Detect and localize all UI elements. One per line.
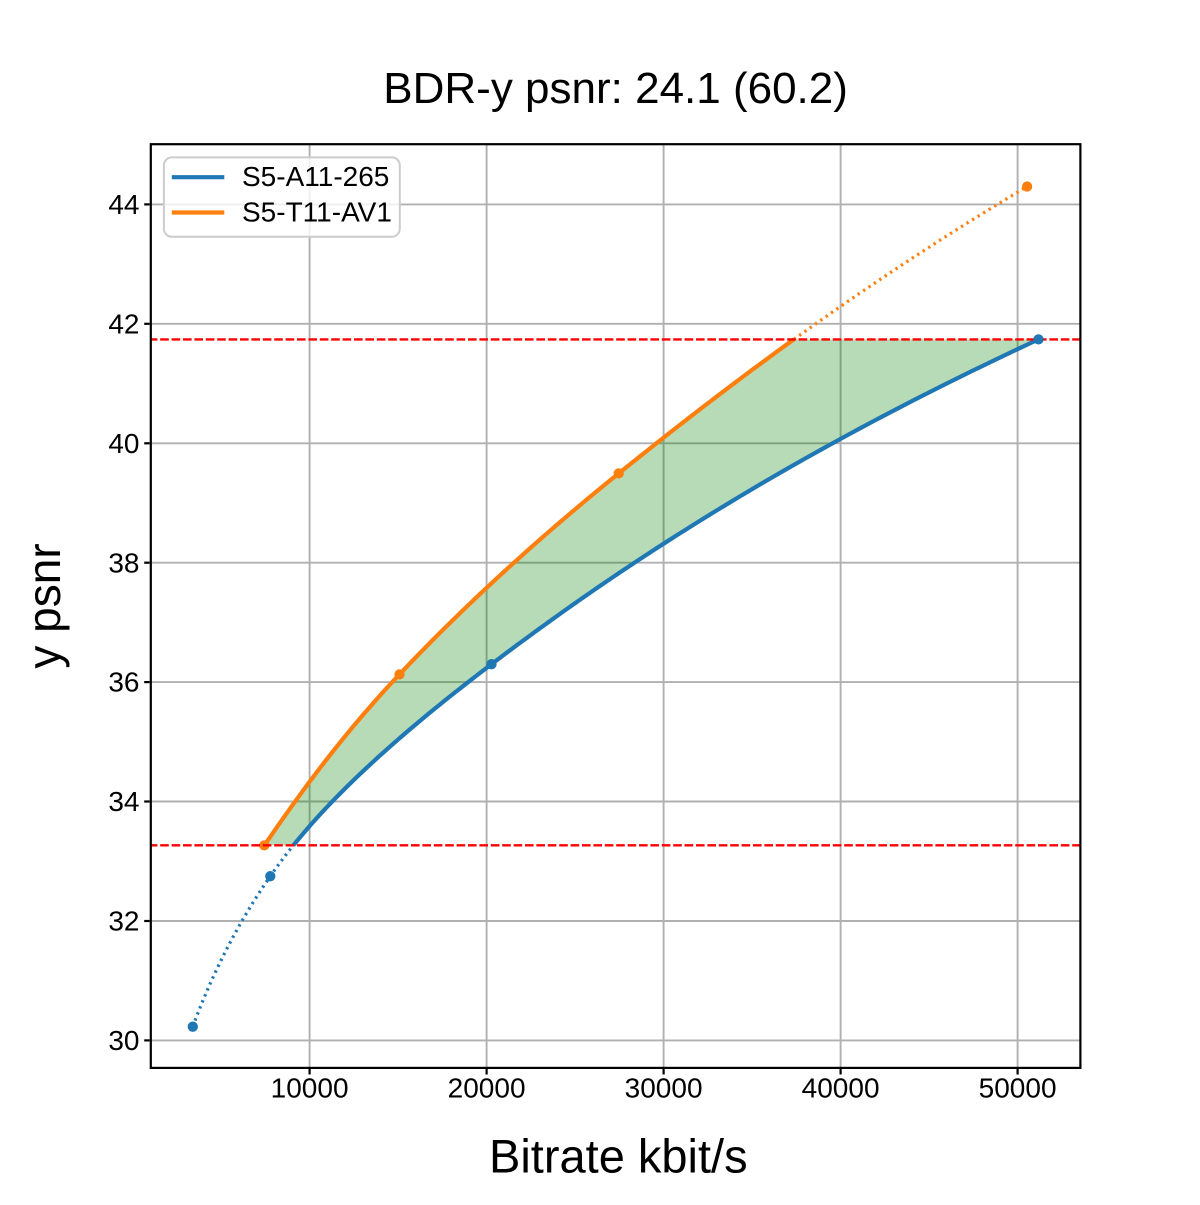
svg-text:32: 32: [108, 906, 139, 937]
svg-text:38: 38: [108, 547, 139, 578]
svg-text:44: 44: [108, 189, 139, 220]
svg-text:10000: 10000: [271, 1073, 349, 1104]
svg-text:y psnr: y psnr: [18, 543, 70, 668]
svg-text:S5-A11-265: S5-A11-265: [242, 161, 389, 192]
svg-text:BDR-y psnr: 24.1 (60.2): BDR-y psnr: 24.1 (60.2): [383, 64, 848, 113]
svg-text:34: 34: [108, 786, 139, 817]
svg-text:30000: 30000: [625, 1073, 703, 1104]
svg-text:50000: 50000: [979, 1073, 1057, 1104]
svg-text:30: 30: [108, 1025, 139, 1056]
svg-text:Bitrate kbit/s: Bitrate kbit/s: [489, 1129, 748, 1182]
svg-text:40000: 40000: [802, 1073, 880, 1104]
svg-text:40: 40: [108, 428, 139, 459]
svg-text:S5-T11-AV1: S5-T11-AV1: [242, 197, 392, 228]
svg-text:42: 42: [108, 308, 139, 339]
svg-text:36: 36: [108, 667, 139, 698]
svg-text:20000: 20000: [448, 1073, 526, 1104]
